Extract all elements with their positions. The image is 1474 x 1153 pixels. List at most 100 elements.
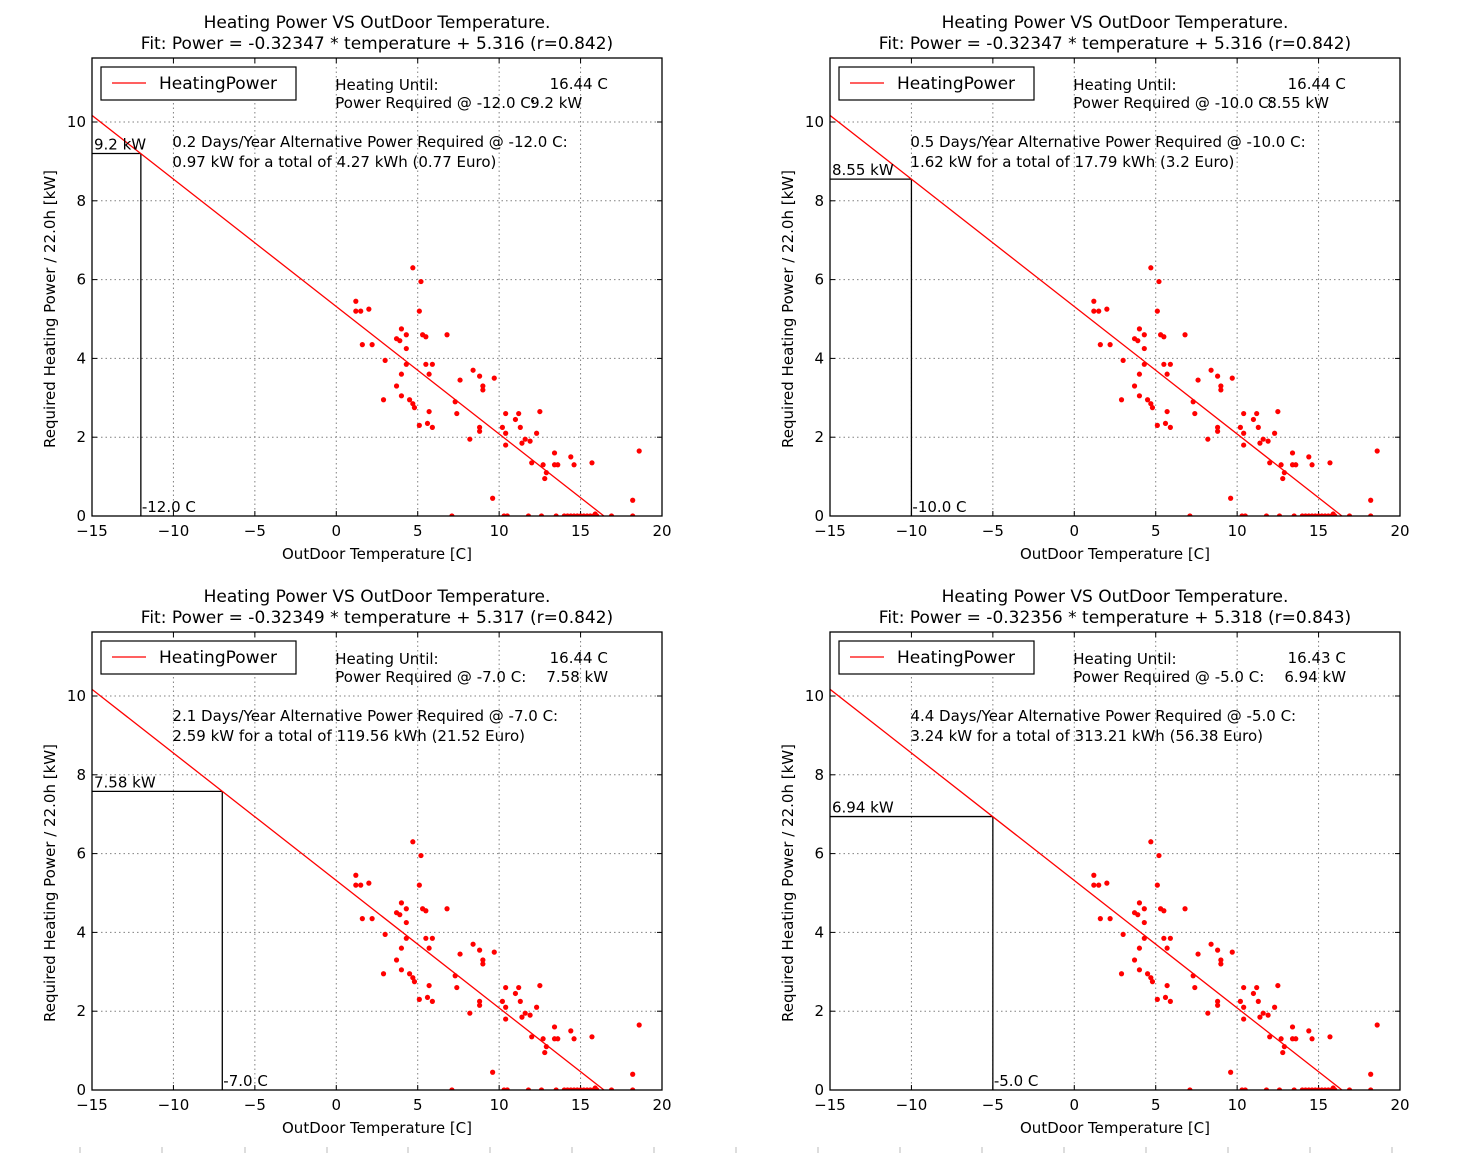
data-point: [1215, 998, 1221, 1004]
heating-until-label: Heating Until:: [335, 76, 438, 94]
data-point: [410, 975, 416, 981]
data-point: [426, 945, 432, 951]
data-point: [467, 1010, 473, 1016]
data-point: [1229, 375, 1235, 381]
x-tick-label: 0: [1070, 522, 1080, 540]
data-point: [1091, 308, 1097, 314]
data-point: [424, 994, 431, 1001]
data-point: [418, 852, 424, 859]
data-point: [1280, 475, 1286, 482]
data-point: [1192, 984, 1198, 991]
data-point: [1257, 440, 1263, 446]
legend: HeatingPower: [838, 66, 1035, 101]
data-point: [491, 375, 497, 381]
chart-panel-1: Heating Power VS OutDoor Temperature.Fit…: [41, 13, 672, 563]
data-point: [1267, 1034, 1273, 1040]
x-tick-label: 15: [571, 522, 590, 540]
data-point: [416, 882, 422, 888]
data-point: [1135, 912, 1141, 918]
heating-until-value: 16.44 C: [1288, 75, 1346, 93]
chart-panel-3: Heating Power VS OutDoor Temperature.Fit…: [41, 587, 672, 1137]
data-point: [1309, 1036, 1315, 1042]
data-point: [636, 1022, 642, 1028]
power-required-value: 9.2 kW: [530, 94, 582, 112]
data-point: [1148, 975, 1154, 981]
data-point: [1167, 361, 1173, 367]
axes-frame: [829, 631, 1401, 1091]
data-point: [398, 945, 405, 951]
x-axis-label: OutDoor Temperature [C]: [1020, 545, 1210, 563]
data-point: [1228, 495, 1234, 501]
data-point: [636, 448, 642, 454]
data-point: [416, 422, 422, 428]
y-tick-label: 6: [76, 271, 86, 289]
data-point: [490, 495, 496, 501]
data-point: [1306, 454, 1312, 460]
chart-subtitle: Fit: Power = -0.32347 * temperature + 5.…: [879, 34, 1351, 54]
data-point: [1237, 998, 1243, 1004]
alt-power-line1: 4.4 Days/Year Alternative Power Required…: [910, 707, 1296, 725]
data-point: [555, 462, 561, 468]
grid: [92, 58, 662, 516]
grid: [92, 632, 662, 1090]
data-point: [403, 345, 409, 352]
data-point: [1215, 373, 1221, 379]
data-point: [410, 401, 416, 407]
x-tick-label: 15: [1309, 1096, 1328, 1114]
data-point: [369, 342, 375, 348]
plot-area: [92, 114, 642, 516]
data-point: [1167, 935, 1173, 941]
data-point: [398, 967, 405, 973]
y-tick-label: 10: [67, 687, 86, 705]
y-tick-label: 0: [814, 507, 824, 525]
x-tick-label: 20: [1390, 522, 1409, 540]
data-point: [1241, 430, 1247, 436]
data-point: [1281, 470, 1287, 476]
data-point: [589, 1034, 595, 1040]
legend-label: HeatingPower: [159, 648, 277, 668]
data-point: [477, 947, 483, 953]
chart-subtitle: Fit: Power = -0.32347 * temperature + 5.…: [141, 34, 613, 54]
data-point: [1260, 436, 1266, 442]
data-point: [1195, 951, 1201, 957]
data-point: [1161, 935, 1167, 941]
data-point: [1131, 957, 1138, 963]
data-point: [470, 941, 476, 947]
x-tick-label: 20: [652, 522, 671, 540]
y-tick-label: 6: [76, 845, 86, 863]
data-point: [1141, 935, 1147, 941]
data-point: [1141, 906, 1147, 912]
data-point: [1154, 996, 1160, 1002]
data-point: [411, 405, 418, 411]
data-point: [1120, 357, 1126, 363]
alt-power-line1: 2.1 Days/Year Alternative Power Required…: [172, 707, 558, 725]
x-tick-label: 5: [413, 1096, 423, 1114]
data-point: [403, 361, 409, 367]
y-tick-label: 2: [814, 428, 824, 446]
data-point: [1250, 416, 1257, 423]
data-point: [499, 998, 505, 1004]
x-tick-label: 5: [1151, 522, 1161, 540]
data-point: [1275, 408, 1281, 415]
data-point: [1097, 342, 1103, 348]
data-point: [568, 454, 574, 460]
fit-line: [830, 688, 1344, 1090]
x-tick-label: −10: [158, 1096, 190, 1114]
power-required-label: Power Required @ -10.0 C:: [1073, 94, 1274, 112]
data-point: [517, 424, 523, 430]
data-point: [503, 1004, 509, 1010]
data-point: [1156, 852, 1162, 859]
data-point: [393, 957, 400, 963]
data-point: [1144, 971, 1151, 977]
x-tick-label: 20: [1390, 1096, 1409, 1114]
axes-frame: [91, 57, 663, 517]
data-point: [1368, 497, 1374, 503]
data-point: [382, 931, 388, 937]
data-point: [359, 916, 365, 922]
data-point: [537, 982, 543, 989]
x-tick-label: 10: [490, 522, 509, 540]
plot-area: [830, 114, 1380, 516]
data-point: [499, 424, 505, 430]
data-point: [1254, 410, 1260, 417]
